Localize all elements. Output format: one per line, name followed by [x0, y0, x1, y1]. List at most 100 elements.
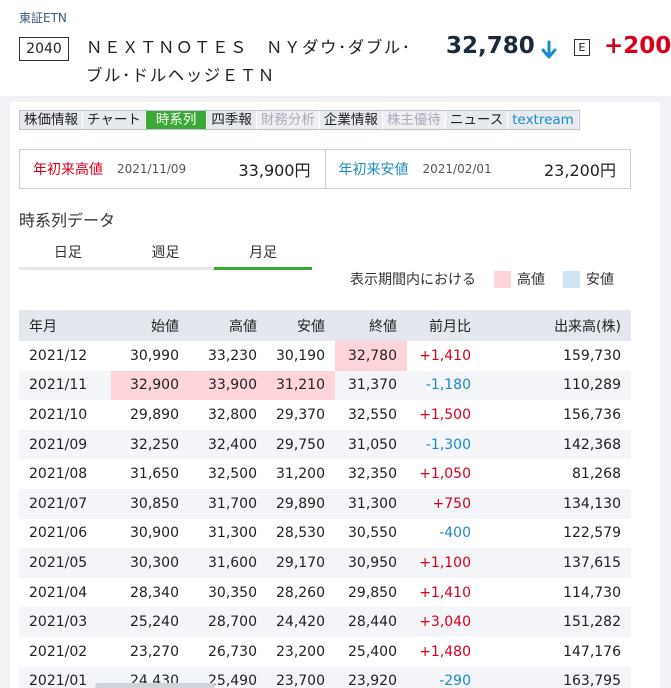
market-label: 東証ETN: [19, 11, 67, 25]
yearly-range-box: 年初来高値 2021/11/09 33,900円 年初来安値 2021/02/0…: [19, 149, 631, 189]
table-cell: 30,190: [276, 347, 325, 364]
table-cell: 142,368: [481, 429, 631, 460]
tab-item[interactable]: textream: [508, 111, 579, 129]
tab-item: 株主優待: [382, 111, 446, 129]
table-cell: 31,200: [276, 466, 325, 483]
period-tab[interactable]: 日足: [53, 245, 82, 261]
table-cell: 2021/12: [29, 347, 88, 364]
table-cell: 2021/04: [29, 584, 88, 601]
table-cell: +1,500: [419, 406, 471, 423]
main-tabs: 株価情報 チャート 時系列 四季報 財務分析 企業情報 株主優待 ニュース textream: [19, 110, 580, 130]
yearly-low: 年初来安値 2021/02/01 23,200円: [324, 150, 631, 188]
table-cell: 25,400: [348, 643, 397, 660]
table-cell: 31,600: [189, 548, 267, 578]
table-cell: -1,180: [407, 370, 481, 401]
legend-text: 表示期間内における: [350, 272, 476, 288]
table-cell: 30,350: [208, 584, 257, 601]
legend-low-label: 安値: [586, 272, 614, 288]
table-cell: 31,700: [189, 488, 267, 519]
table-cell: 26,730: [208, 643, 257, 660]
table-row: 2021/08 31,650 32,500 31,200 32,350 +1,050 81,…: [19, 459, 631, 489]
etn-badge: E: [574, 39, 590, 56]
column-header: 出来高(株): [481, 310, 631, 341]
table-header-row: 年月 始値 高値 安値 終値 前月比 出来高(株): [19, 310, 631, 341]
table-cell: 2021/03: [19, 607, 111, 637]
table-cell: 156,736: [563, 406, 621, 423]
table-cell: 2021/06: [29, 525, 88, 542]
table-cell: 32,550: [348, 406, 397, 423]
yearly-low-date: 2021/02/01: [422, 162, 492, 176]
yearly-low-label: 年初来安値: [338, 162, 409, 178]
table-cell: 2021/11: [19, 370, 111, 401]
column-header: 高値: [189, 310, 267, 341]
table-cell: 30,850: [111, 488, 189, 519]
table-cell: 32,350: [348, 466, 397, 483]
stock-code: 2040: [19, 37, 69, 61]
current-price: 32,780: [446, 33, 535, 59]
table-cell: -400: [439, 525, 471, 542]
table-cell: 30,950: [335, 548, 407, 578]
table-cell: 28,530: [276, 525, 325, 542]
table-cell: 24,420: [267, 607, 335, 637]
table-cell: 23,200: [276, 643, 325, 660]
horizontal-scrollbar[interactable]: [95, 683, 215, 688]
table-cell: 2021/02: [29, 643, 88, 660]
yearly-high-value: 33,900円: [238, 161, 311, 180]
tab-item[interactable]: 株価情報: [20, 111, 83, 129]
table-cell: 30,900: [130, 525, 179, 542]
tab-item[interactable]: 四季報: [207, 111, 257, 129]
table-cell: 29,850: [348, 584, 397, 601]
table-cell: 151,282: [481, 607, 631, 637]
table-cell: 32,400: [189, 429, 267, 460]
table-cell: -290: [407, 666, 481, 688]
table-cell: 81,268: [572, 466, 621, 483]
table-cell: 137,615: [481, 548, 631, 578]
table-cell: 122,579: [563, 525, 621, 542]
stock-name: ＮＥＸＴＮＯＴＥＳ ＮＹダウ･ダブル･ブル･ドルヘッジＥＴＮ: [86, 38, 412, 85]
section-title: 時系列データ: [19, 211, 116, 230]
table-cell: 25,240: [111, 607, 189, 637]
period-tab[interactable]: 月足: [214, 241, 313, 270]
period-tabs: 日足 週足 月足: [19, 241, 313, 270]
table-row: 2021/09 32,250 32,400 29,750 31,050 -1,300 142…: [19, 429, 631, 460]
table-cell: 2021/09: [19, 429, 111, 460]
table-cell: 134,130: [481, 488, 631, 519]
table-row: 2021/06 30,900 31,300 28,530 30,550 -400 122,5…: [19, 519, 631, 549]
table-cell: 147,176: [563, 643, 621, 660]
table-row: 2021/02 23,270 26,730 23,200 25,400 +1,480 147…: [19, 637, 631, 667]
table-row: 2021/11 32,900 33,900 31,210 31,370 -1,180 110…: [19, 370, 631, 401]
table-cell: 29,370: [276, 406, 325, 423]
table-cell: 28,340: [130, 584, 179, 601]
column-header: 安値: [267, 310, 335, 341]
legend-high-swatch: [494, 270, 511, 288]
tab-item[interactable]: 企業情報: [319, 111, 383, 129]
highlight-legend: 表示期間内における 高値 安値: [350, 269, 614, 289]
table-cell: 159,730: [563, 347, 621, 364]
tab-item[interactable]: ニュース: [445, 111, 509, 129]
table-cell: +1,480: [419, 643, 471, 660]
tab-item[interactable]: チャート: [83, 111, 146, 129]
price-history-table: 年月 始値 高値 安値 終値 前月比 出来高(株) 2021/12 30,990 33,230 3…: [19, 310, 631, 688]
yearly-high-date: 2021/11/09: [117, 162, 187, 176]
table-cell: 25,490: [189, 666, 267, 688]
table-cell: 110,289: [481, 370, 631, 401]
legend-high-label: 高値: [517, 272, 545, 288]
table-cell: 29,170: [267, 548, 335, 578]
table-cell: 29,890: [267, 488, 335, 519]
price-change: +200: [604, 33, 671, 59]
table-cell: 30,300: [111, 548, 189, 578]
table-cell: 28,700: [189, 607, 267, 637]
table-cell: 31,210: [267, 370, 335, 401]
period-tab[interactable]: 週足: [151, 245, 180, 261]
arrow-down-icon: [541, 40, 557, 59]
yearly-high: 年初来高値 2021/11/09 33,900円: [20, 150, 325, 188]
legend-low-swatch: [563, 270, 580, 288]
table-cell: 28,440: [335, 607, 407, 637]
table-cell: 31,370: [335, 370, 407, 401]
yearly-low-value: 23,200円: [544, 161, 616, 180]
table-cell: 32,900: [111, 370, 189, 401]
table-cell: +750: [407, 488, 481, 519]
table-cell: 2021/08: [29, 466, 88, 483]
tab-item[interactable]: 時系列: [145, 111, 208, 129]
yearly-high-label: 年初来高値: [33, 162, 103, 178]
